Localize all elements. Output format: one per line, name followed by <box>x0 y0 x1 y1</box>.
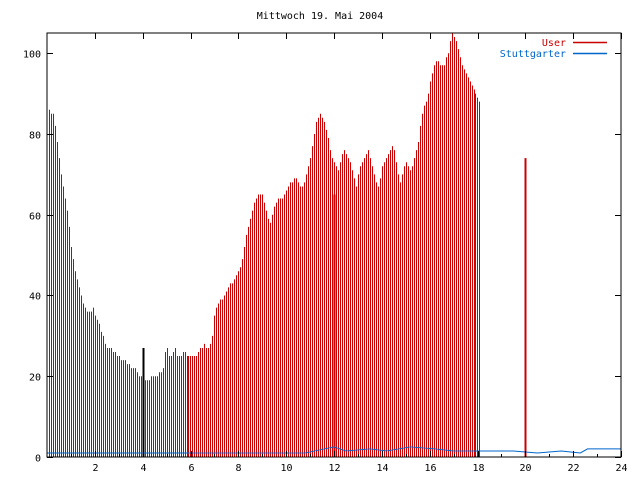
x-tick-label: 20 <box>519 463 531 474</box>
chart-title: Mittwoch 19. Mai 2004 <box>257 11 383 22</box>
x-tick-label: 2 <box>92 463 98 474</box>
x-tick-label: 6 <box>188 463 194 474</box>
legend-stuttgarter-label: Stuttgarter <box>500 49 566 60</box>
x-tick-label: 10 <box>280 463 292 474</box>
legend: User Stuttgarter <box>500 38 607 60</box>
y-tick-label: 40 <box>29 292 41 303</box>
x-tick-label: 14 <box>376 463 388 474</box>
user-series-bars <box>49 33 480 457</box>
y-tick-label: 0 <box>35 454 41 465</box>
highlight-markers <box>142 158 527 457</box>
y-tick-label: 20 <box>29 373 41 384</box>
x-tick-label: 4 <box>140 463 146 474</box>
y-tick-label: 60 <box>29 212 41 223</box>
x-tick-label: 24 <box>615 463 627 474</box>
y-axis: 0 20 40 60 80 100 <box>23 50 621 465</box>
y-tick-label: 100 <box>23 50 41 61</box>
legend-user-label: User <box>542 38 566 49</box>
x-tick-label: 8 <box>235 463 241 474</box>
x-axis: 2 4 6 8 10 12 14 16 18 20 22 24 <box>71 33 628 474</box>
x-tick-label: 16 <box>424 463 436 474</box>
y-tick-label: 80 <box>29 131 41 142</box>
x-tick-label: 22 <box>567 463 579 474</box>
x-tick-label: 12 <box>328 463 340 474</box>
stuttgarter-series-line <box>47 446 621 454</box>
x-tick-label: 18 <box>472 463 484 474</box>
